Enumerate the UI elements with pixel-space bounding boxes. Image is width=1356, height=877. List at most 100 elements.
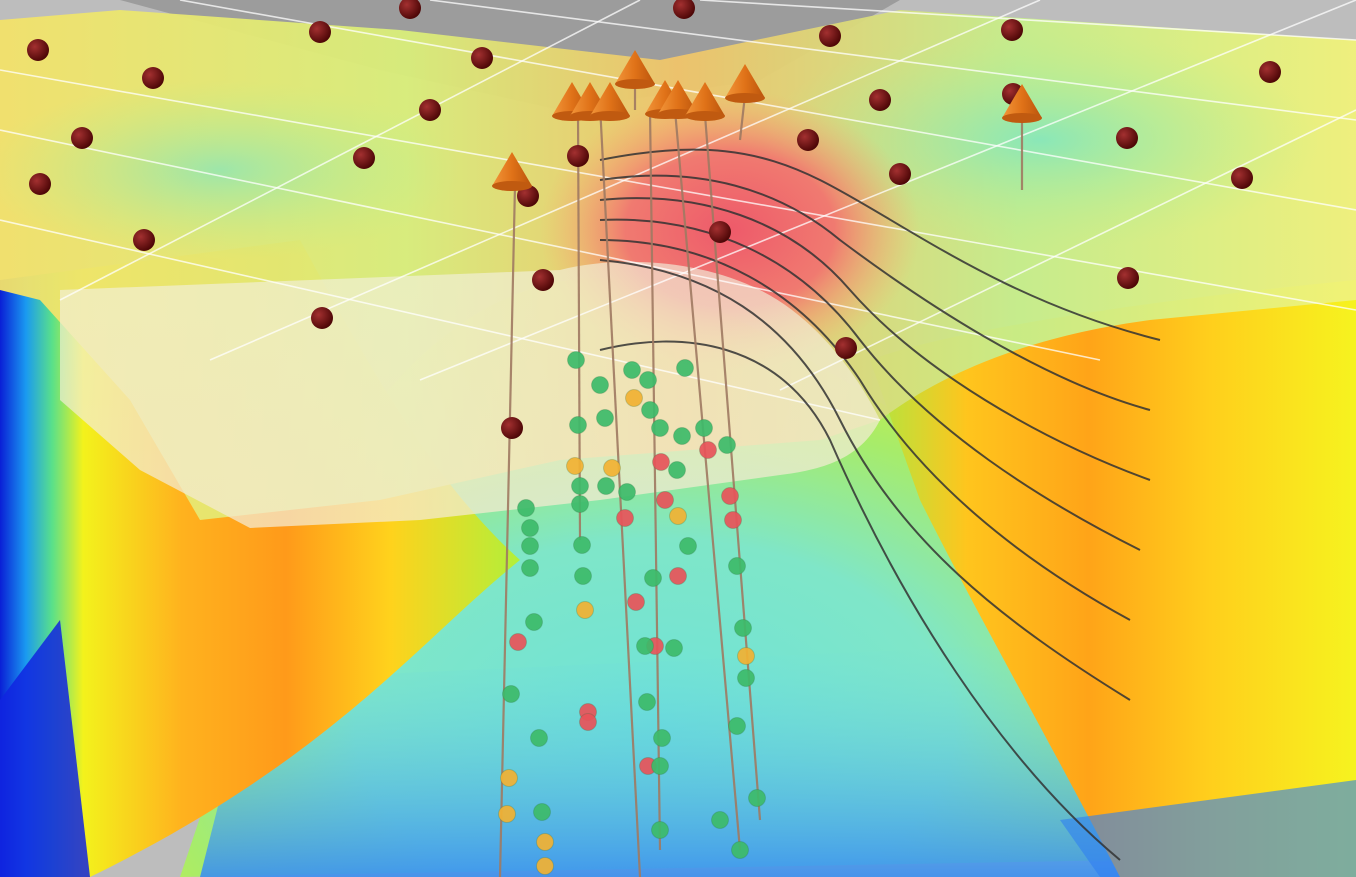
sample-bead-icon <box>603 459 621 477</box>
survey-point-icon <box>1231 167 1253 189</box>
sample-bead-icon <box>652 453 670 471</box>
sample-bead-icon <box>579 713 597 731</box>
sample-bead-icon <box>638 693 656 711</box>
survey-point-icon <box>29 173 51 195</box>
sample-bead-icon <box>641 401 659 419</box>
sample-bead-icon <box>669 567 687 585</box>
sample-bead-icon <box>502 685 520 703</box>
survey-points <box>27 0 1281 439</box>
sample-bead-icon <box>673 427 691 445</box>
survey-point-icon <box>311 307 333 329</box>
wellhead-cone-icon <box>1002 84 1042 123</box>
sample-bead-icon <box>679 537 697 555</box>
sample-bead-icon <box>533 803 551 821</box>
sample-bead-icon <box>596 409 614 427</box>
survey-point-icon <box>353 147 375 169</box>
sample-bead-icon <box>627 593 645 611</box>
wellhead-cone-icon <box>725 64 765 103</box>
wellhead-markers <box>492 50 1042 191</box>
sample-bead-icon <box>521 559 539 577</box>
wellhead-cone-icon <box>590 82 630 121</box>
sample-bead-icon <box>597 477 615 495</box>
survey-point-icon <box>517 185 539 207</box>
sample-bead-icon <box>665 639 683 657</box>
survey-point-icon <box>419 99 441 121</box>
sample-bead-icon <box>748 789 766 807</box>
center-basin-depth <box>200 640 1130 877</box>
sample-bead-icon <box>639 371 657 389</box>
sample-bead-icon <box>711 811 729 829</box>
survey-point-icon <box>471 47 493 69</box>
sample-bead-icon <box>724 511 742 529</box>
sample-bead-icon <box>728 557 746 575</box>
grid-lines <box>0 0 1356 421</box>
sample-bead-icon <box>651 757 669 775</box>
sample-bead-icon <box>569 416 587 434</box>
survey-point-icon <box>1117 267 1139 289</box>
survey-point-icon <box>835 337 857 359</box>
sample-bead-icon <box>576 601 594 619</box>
sample-bead-icon <box>573 536 591 554</box>
sample-bead-icon <box>644 569 662 587</box>
sample-bead-icon <box>623 361 641 379</box>
sample-bead-icon <box>571 477 589 495</box>
sample-bead-icon <box>525 613 543 631</box>
survey-point-icon <box>27 39 49 61</box>
wellhead-cone-icon <box>685 82 725 121</box>
sample-bead-icon <box>728 717 746 735</box>
survey-point-icon <box>133 229 155 251</box>
sample-bead-icon <box>625 389 643 407</box>
left-wall-deep <box>0 620 90 877</box>
sample-bead-icon <box>668 461 686 479</box>
survey-point-icon <box>142 67 164 89</box>
survey-point-icon <box>869 89 891 111</box>
survey-point-icon <box>1116 127 1138 149</box>
survey-point-icon <box>819 25 841 47</box>
sample-bead-icon <box>651 821 669 839</box>
sample-bead-icon <box>718 436 736 454</box>
sample-bead-icon <box>500 769 518 787</box>
sample-bead-icon <box>676 359 694 377</box>
sample-bead-icon <box>653 729 671 747</box>
right-wall-deep <box>1060 780 1356 877</box>
survey-point-icon <box>567 145 589 167</box>
sample-bead-icon <box>530 729 548 747</box>
sample-beads <box>498 351 766 875</box>
sample-bead-icon <box>591 376 609 394</box>
sample-bead-icon <box>618 483 636 501</box>
sample-bead-icon <box>498 805 516 823</box>
sample-bead-icon <box>656 491 674 509</box>
sample-bead-icon <box>734 619 752 637</box>
contour-lines <box>599 148 1161 861</box>
sample-bead-icon <box>731 841 749 859</box>
sample-bead-icon <box>521 537 539 555</box>
right-section-wall <box>870 280 1356 877</box>
sample-bead-icon <box>509 633 527 651</box>
sample-bead-icon <box>536 857 554 875</box>
sample-bead-icon <box>566 457 584 475</box>
survey-point-icon <box>399 0 421 19</box>
top-surface-low-patch <box>0 80 460 260</box>
sample-bead-icon <box>695 419 713 437</box>
survey-point-icon <box>309 21 331 43</box>
survey-point-icon <box>709 221 731 243</box>
survey-point-icon <box>673 0 695 19</box>
survey-point-icon <box>797 129 819 151</box>
survey-point-icon <box>532 269 554 291</box>
sample-bead-icon <box>636 637 654 655</box>
survey-point-icon <box>889 163 911 185</box>
sample-bead-icon <box>699 441 717 459</box>
sample-bead-icon <box>536 833 554 851</box>
wellhead-cone-icon <box>615 50 655 89</box>
sample-bead-icon <box>669 507 687 525</box>
sample-bead-icon <box>521 519 539 537</box>
sample-bead-icon <box>737 669 755 687</box>
sample-bead-icon <box>721 487 739 505</box>
survey-point-icon <box>1259 61 1281 83</box>
sample-bead-icon <box>574 567 592 585</box>
survey-point-icon <box>1001 19 1023 41</box>
survey-point-icon <box>71 127 93 149</box>
sample-bead-icon <box>567 351 585 369</box>
